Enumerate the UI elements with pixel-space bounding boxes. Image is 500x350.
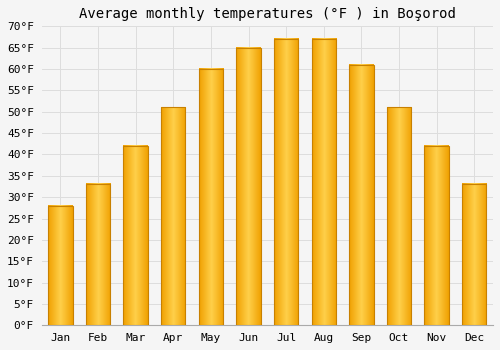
Title: Average monthly temperatures (°F ) in Boşorod: Average monthly temperatures (°F ) in Bo… [79,7,456,21]
Bar [86,184,110,326]
Bar [424,146,449,326]
Bar [312,39,336,326]
Bar [236,48,260,326]
Bar [349,65,374,326]
Bar [48,206,72,326]
Bar [161,107,186,326]
Bar [462,184,486,326]
Bar [274,39,298,326]
Bar [124,146,148,326]
Bar [387,107,411,326]
Bar [198,69,223,326]
